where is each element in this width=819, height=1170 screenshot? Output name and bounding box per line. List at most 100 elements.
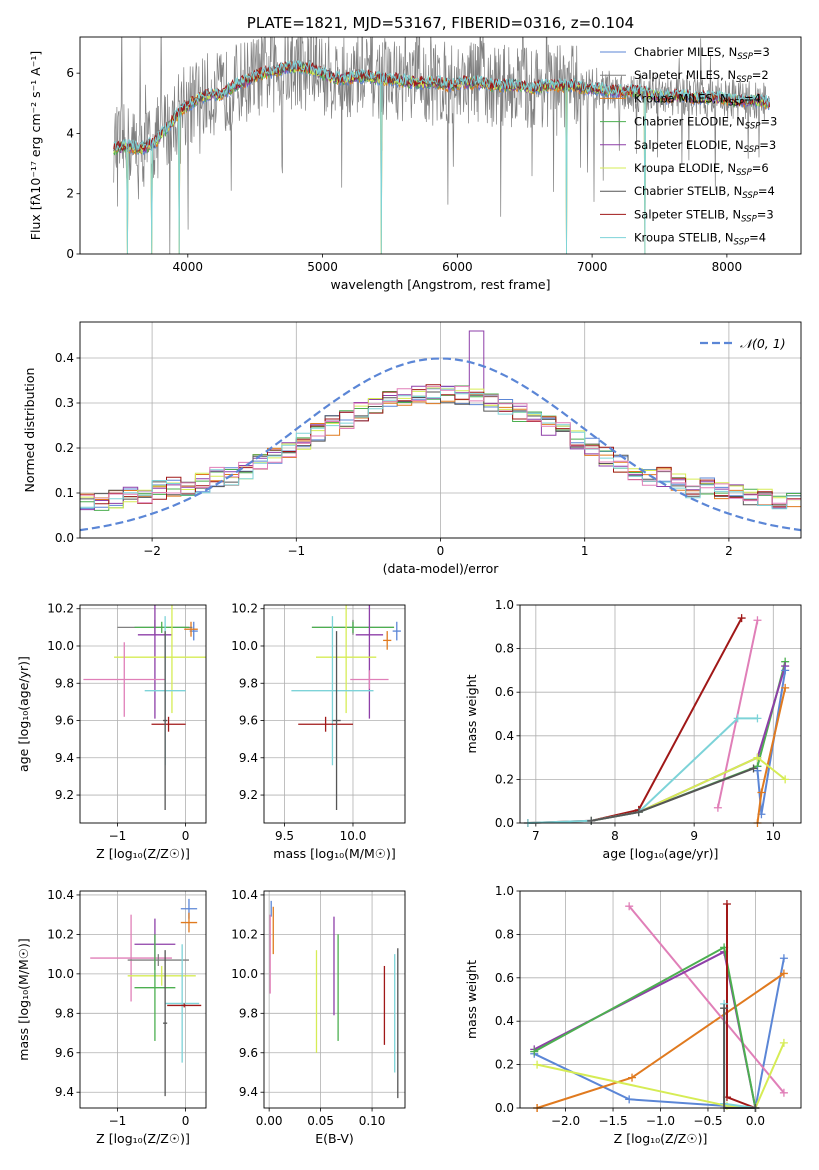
- errorbar-panel-2-axes: −1 0 9.2 9.4 9.6 9.8 10.0 10.2: [47, 602, 206, 843]
- weight-line-purple: [591, 665, 787, 822]
- weight-line-purple: [533, 950, 757, 1109]
- weight-panel-7-frame: [519, 890, 802, 1109]
- weight-line-pink: [716, 620, 759, 808]
- weight-panel-7-xlabel: Z [log₁₀(Z/Z☉)]: [614, 1131, 708, 1146]
- legend-tail: =6: [752, 161, 769, 175]
- weight-marker-orange: [779, 969, 788, 978]
- weight-marker-yellow: [533, 1060, 542, 1069]
- legend-tail: =3: [760, 115, 777, 129]
- tick-label-y: 4: [66, 126, 74, 140]
- tick-label-x: 7: [532, 829, 540, 843]
- tick-label-y: 10.2: [231, 602, 258, 616]
- errorbar-panel-6-axes: 0.00 0.05 0.10 9.4 9.6 9.8 10.0 10.2 10.4: [231, 888, 405, 1128]
- tick-label-y: 1.0: [495, 884, 514, 898]
- weight-marker-darkgray: [720, 1004, 729, 1013]
- tick-label-y: 9.4: [239, 1085, 258, 1099]
- weight-marker-darkgray: [749, 764, 758, 773]
- tick-label-y: 0.8: [495, 927, 514, 941]
- tick-label-x: 0: [182, 829, 190, 843]
- tick-label-y: 0.0: [55, 531, 74, 545]
- tick-label-y: 0.2: [495, 1058, 514, 1072]
- tick-label-y: 9.8: [55, 1006, 74, 1020]
- tick-label-y: 9.6: [55, 714, 74, 728]
- weight-marker-blue: [781, 666, 790, 675]
- errorbar-panel-5-frame: [79, 890, 207, 1109]
- tick-label-y: 9.4: [55, 1085, 74, 1099]
- legend-base: Salpeter STELIB, N: [634, 207, 741, 221]
- weight-marker-orange: [781, 683, 790, 692]
- weight-marker-blue: [625, 1095, 634, 1104]
- histogram-cyan: [80, 388, 801, 510]
- errorbar-panel-5-axes: −1 0 9.4 9.6 9.8 10.0 10.2 10.4: [47, 888, 206, 1128]
- weight-marker-yellow: [753, 753, 762, 762]
- tick-label-y: 0.1: [55, 486, 74, 500]
- normal-reference-curve: [80, 357, 801, 532]
- tick-label-x: 0.00: [256, 1114, 283, 1128]
- legend-sub: SSP: [741, 214, 757, 224]
- errorbar-panel-3-xlabel: mass [log₁₀(M/M☉)]: [273, 846, 395, 861]
- weight-marker-pink: [753, 616, 762, 625]
- weight-marker-pink: [779, 1088, 788, 1097]
- weight-line-pink: [628, 905, 785, 1094]
- spectrum-ylabel: Flux [fλ10⁻¹⁷ erg cm⁻² s⁻¹ A⁻¹]: [28, 51, 43, 240]
- tick-label-x: 1: [581, 544, 589, 558]
- tick-label-y: 9.4: [55, 751, 74, 765]
- legend-entry: Chabrier ELODIE, NSSP=3: [634, 115, 777, 132]
- tick-label-x: −1: [109, 1114, 127, 1128]
- tick-label-x: 0.05: [307, 1114, 334, 1128]
- weight-plot-area-7: [530, 900, 788, 1112]
- weight-marker-blue: [779, 954, 788, 963]
- legend-base: Chabrier STELIB, N: [634, 184, 742, 198]
- legend-base: Chabrier MILES, N: [634, 45, 737, 59]
- tick-label-x: −1.0: [646, 1114, 675, 1128]
- tick-label-y: 9.2: [239, 788, 258, 802]
- weight-line-green: [533, 945, 757, 1109]
- tick-label-x: 2: [725, 544, 733, 558]
- legend-tail: =2: [752, 68, 769, 82]
- tick-label-y: 0.3: [55, 396, 74, 410]
- histogram-pink: [80, 385, 801, 504]
- weight-marker-yellow: [781, 775, 790, 784]
- tick-label-x: 6000: [442, 260, 473, 274]
- tick-label-y: 0.6: [495, 971, 514, 985]
- legend-entry: Salpeter MILES, NSSP=2: [634, 68, 769, 85]
- tick-label-x: −1: [287, 544, 305, 558]
- errorbar-plot-area-2: [83, 605, 206, 810]
- weight-marker-darkgray: [634, 808, 643, 817]
- tick-label-y: 6: [66, 66, 74, 80]
- tick-label-x: −0.5: [693, 1114, 722, 1128]
- residuals-ylabel: Normed distribution: [22, 368, 37, 493]
- tick-label-y: 9.6: [239, 1046, 258, 1060]
- spectrum-frame: [79, 36, 802, 255]
- tick-label-y: 9.6: [239, 714, 258, 728]
- residuals-plot-area: [80, 330, 801, 532]
- tick-label-y: 9.6: [55, 1046, 74, 1060]
- tick-label-y: 9.8: [55, 676, 74, 690]
- weight-panel-7-axes: −2.0 −1.5 −1.0 −0.5 0.0 0.0 0.2 0.4 0.6 0.8 1.0: [495, 884, 801, 1128]
- weight-marker-cyan: [753, 714, 762, 723]
- residuals-axes: −2 −1 0 1 2 0.0 0.1 0.2 0.3 0.4: [55, 322, 801, 558]
- legend-base: Chabrier ELODIE, N: [634, 115, 745, 129]
- errorbar-plot-area-5: [90, 898, 202, 1097]
- tick-label-y: 10.0: [47, 967, 74, 981]
- legend-base: Kroupa ELODIE, N: [634, 161, 736, 175]
- legend-sub: SSP: [729, 98, 745, 108]
- tick-label-y: 0.6: [495, 685, 514, 699]
- weight-marker-green: [530, 1047, 539, 1056]
- tick-label-y: 10.4: [231, 888, 258, 902]
- legend-sub: SSP: [744, 145, 760, 155]
- legend-sub: SSP: [736, 75, 752, 85]
- tick-label-y: 0.4: [495, 1014, 514, 1028]
- tick-label-y: 10.0: [47, 639, 74, 653]
- legend-base: Kroupa STELIB, N: [634, 231, 734, 245]
- tick-label-y: 10.0: [231, 639, 258, 653]
- legend-sub: SSP: [737, 52, 753, 62]
- errorbar-panel-2-ylabel: age [log₁₀(age/yr)]: [16, 656, 31, 772]
- weight-marker-orange: [757, 788, 766, 797]
- spectrum-plot-area: [113, 37, 770, 254]
- legend-entry: Salpeter ELODIE, NSSP=3: [634, 138, 776, 155]
- tick-label-x: 7000: [577, 260, 608, 274]
- legend-entry: Kroupa MILES, NSSP=4: [634, 91, 761, 108]
